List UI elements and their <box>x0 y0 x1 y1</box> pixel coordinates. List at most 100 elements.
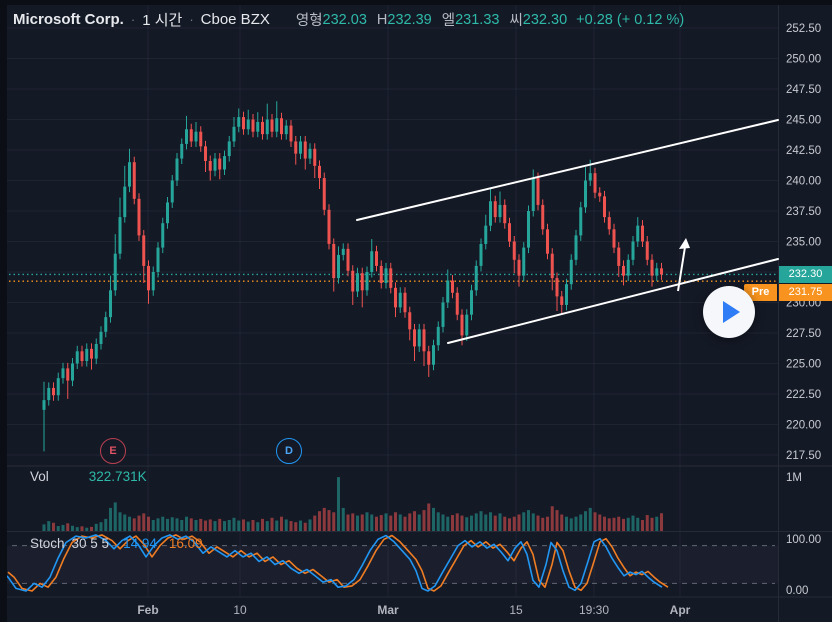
volume-bar <box>132 518 136 531</box>
high-label: H <box>376 11 388 28</box>
earnings-marker[interactable]: E <box>100 438 126 464</box>
volume-bar <box>104 518 108 531</box>
time-axis-label[interactable]: Mar <box>377 603 399 617</box>
volume-bar <box>170 517 174 531</box>
volume-bar <box>441 514 445 531</box>
candle-body <box>641 225 644 242</box>
stoch-params: 30 5 5 <box>71 536 110 551</box>
volume-bar <box>660 513 663 531</box>
close-value: 232.30 <box>522 11 568 28</box>
top-edge-frame <box>0 0 832 5</box>
price-axis-label[interactable]: 227.50 <box>786 328 821 340</box>
volume-bar <box>318 511 321 531</box>
arrow-drawing[interactable] <box>677 246 686 292</box>
volume-bar <box>565 516 568 531</box>
candle-body <box>313 148 317 166</box>
candle-body <box>370 251 374 272</box>
close-label: 씨 <box>509 13 523 29</box>
candle-body <box>470 290 473 315</box>
price-axis-label[interactable]: 245.00 <box>786 115 821 127</box>
candle-body <box>194 131 198 142</box>
volume-bar <box>584 511 587 531</box>
volume-axis-label[interactable]: 1M <box>786 472 802 484</box>
candle-body <box>351 270 355 292</box>
candle-body <box>403 292 407 313</box>
candle-body <box>137 198 141 236</box>
candle-body <box>47 387 51 401</box>
lower-trendline-drawing[interactable] <box>447 258 779 344</box>
volume-bar <box>237 520 241 531</box>
volume-bar <box>546 516 549 531</box>
volume-bar <box>360 514 364 531</box>
stoch-axis-label[interactable]: 100.00 <box>786 534 821 546</box>
volume-bar <box>498 513 502 531</box>
candle-body <box>299 141 302 154</box>
play-icon <box>723 301 740 323</box>
price-axis-label[interactable]: 225.00 <box>786 359 821 371</box>
time-axis-label[interactable]: 15 <box>509 603 523 617</box>
volume-bar <box>303 522 307 531</box>
candle-body <box>565 284 568 305</box>
interval-label[interactable]: 1 시간 <box>142 12 183 29</box>
volume-bar <box>403 516 407 531</box>
price-axis-label[interactable]: 220.00 <box>786 420 821 432</box>
volume-bar <box>204 520 207 531</box>
volume-bar <box>550 506 554 531</box>
time-axis-label[interactable]: Feb <box>137 603 158 617</box>
volume-bar <box>569 518 573 531</box>
candle-body <box>204 146 207 161</box>
volume-bar <box>489 512 492 531</box>
candle-body <box>71 363 74 381</box>
price-axis-label[interactable]: 222.50 <box>786 389 821 401</box>
price-axis-label[interactable]: 235.00 <box>786 237 821 249</box>
change-value: +0.28 (+ 0.12 %) <box>576 11 685 28</box>
upper-trendline-drawing[interactable] <box>356 119 779 221</box>
candle-body <box>132 162 136 199</box>
volume-bar <box>213 521 217 531</box>
candle-body <box>375 251 378 266</box>
volume-bar <box>427 503 431 531</box>
price-axis-label[interactable]: 237.50 <box>786 206 821 218</box>
time-axis-label[interactable]: 10 <box>233 603 247 617</box>
volume-bar <box>137 515 141 531</box>
candle-body <box>80 351 84 362</box>
price-axis-label[interactable]: 217.50 <box>786 450 821 462</box>
volume-bar <box>175 518 179 531</box>
price-axis-label[interactable]: 240.00 <box>786 176 821 188</box>
candle-body <box>498 204 502 218</box>
candle-body <box>536 178 540 205</box>
last-price-tag: 232.30 <box>779 266 832 283</box>
volume-bar <box>341 507 345 531</box>
candle-body <box>479 243 483 266</box>
time-axis-label[interactable]: Apr <box>670 603 691 617</box>
candle-body <box>451 280 454 293</box>
volume-bar <box>280 516 283 531</box>
stoch-d-value: 16.09 <box>168 536 203 551</box>
volume-bar <box>66 523 70 531</box>
candle-body <box>360 273 364 291</box>
symbol-title[interactable]: Microsoft Corp. <box>13 11 124 28</box>
time-axis-label[interactable]: 19:30 <box>579 603 609 617</box>
stoch-label[interactable]: Stoch <box>30 536 65 551</box>
volume-bar <box>56 526 60 531</box>
price-axis-label[interactable]: 247.50 <box>786 84 821 96</box>
candle-body <box>384 268 388 283</box>
stoch-k-value: 14.94 <box>123 536 157 551</box>
price-axis-label[interactable]: 242.50 <box>786 145 821 157</box>
volume-bar <box>555 510 559 531</box>
volume-value: 322.731K <box>88 469 147 484</box>
volume-bar <box>512 516 516 531</box>
candle-body <box>550 253 554 279</box>
candle-body <box>308 148 312 159</box>
dividend-marker[interactable]: D <box>276 438 302 464</box>
price-axis-label[interactable]: 250.00 <box>786 54 821 66</box>
play-button[interactable] <box>703 286 755 338</box>
volume-bar <box>99 522 103 531</box>
low-value: 231.33 <box>455 11 500 28</box>
volume-bar <box>536 515 540 531</box>
volume-bar <box>612 517 616 531</box>
price-axis-label[interactable]: 252.50 <box>786 23 821 35</box>
stoch-axis-label[interactable]: 0.00 <box>786 585 808 597</box>
